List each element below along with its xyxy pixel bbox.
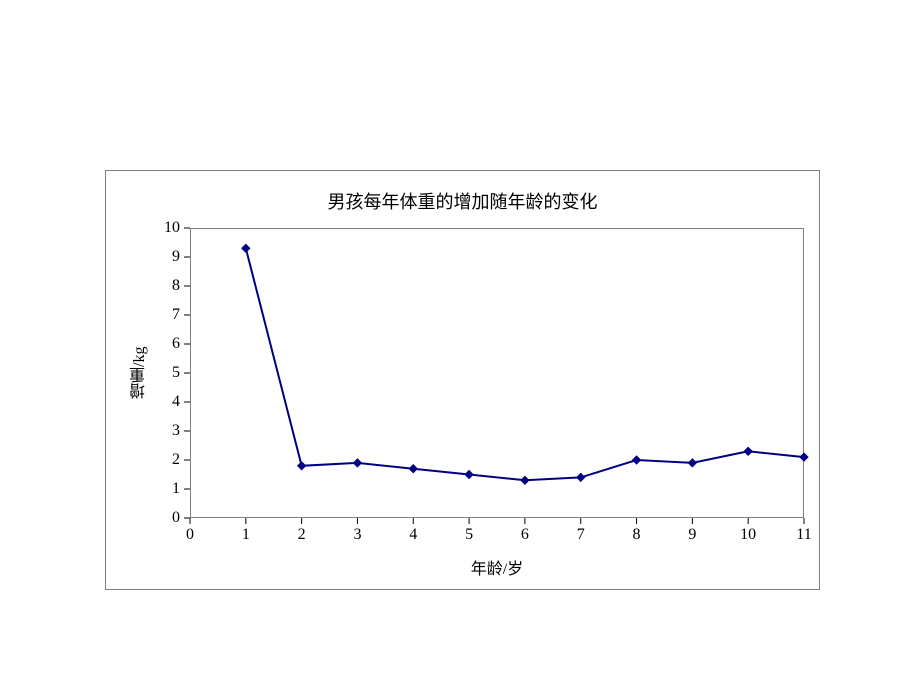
data-marker: [409, 465, 417, 473]
slide: 男孩每年体重的增加随年龄的变化 年龄/岁 增重/kg 0123456789101…: [0, 0, 920, 690]
data-marker: [465, 471, 473, 479]
x-tick-label: 7: [561, 526, 601, 544]
data-marker: [242, 244, 250, 252]
y-axis-title: 增重/kg: [128, 228, 152, 518]
data-marker: [800, 453, 808, 461]
y-tick-label: 2: [172, 451, 180, 469]
y-tick-label: 3: [172, 422, 180, 440]
x-tick-label: 10: [728, 526, 768, 544]
data-marker: [298, 462, 306, 470]
data-marker: [521, 476, 529, 484]
y-tick-label: 6: [172, 335, 180, 353]
series-line: [246, 248, 804, 480]
data-marker: [633, 456, 641, 464]
y-tick-label: 0: [172, 509, 180, 527]
y-tick-label: 7: [172, 306, 180, 324]
x-tick-label: 3: [337, 526, 377, 544]
x-tick-label: 5: [449, 526, 489, 544]
y-tick-label: 10: [164, 219, 180, 237]
y-tick-label: 4: [172, 393, 180, 411]
x-tick-label: 1: [226, 526, 266, 544]
data-marker: [577, 473, 585, 481]
x-tick-label: 4: [393, 526, 433, 544]
x-tick-label: 9: [672, 526, 712, 544]
data-marker: [688, 459, 696, 467]
y-tick-label: 8: [172, 277, 180, 295]
x-tick-label: 2: [282, 526, 322, 544]
x-tick-label: 8: [617, 526, 657, 544]
y-tick-label: 5: [172, 364, 180, 382]
x-tick-label: 11: [784, 526, 824, 544]
data-marker: [353, 459, 361, 467]
x-tick-label: 6: [505, 526, 545, 544]
x-axis-title: 年龄/岁: [190, 555, 804, 579]
y-tick-label: 9: [172, 248, 180, 266]
x-tick-label: 0: [170, 526, 210, 544]
y-tick-label: 1: [172, 480, 180, 498]
data-marker: [744, 447, 752, 455]
